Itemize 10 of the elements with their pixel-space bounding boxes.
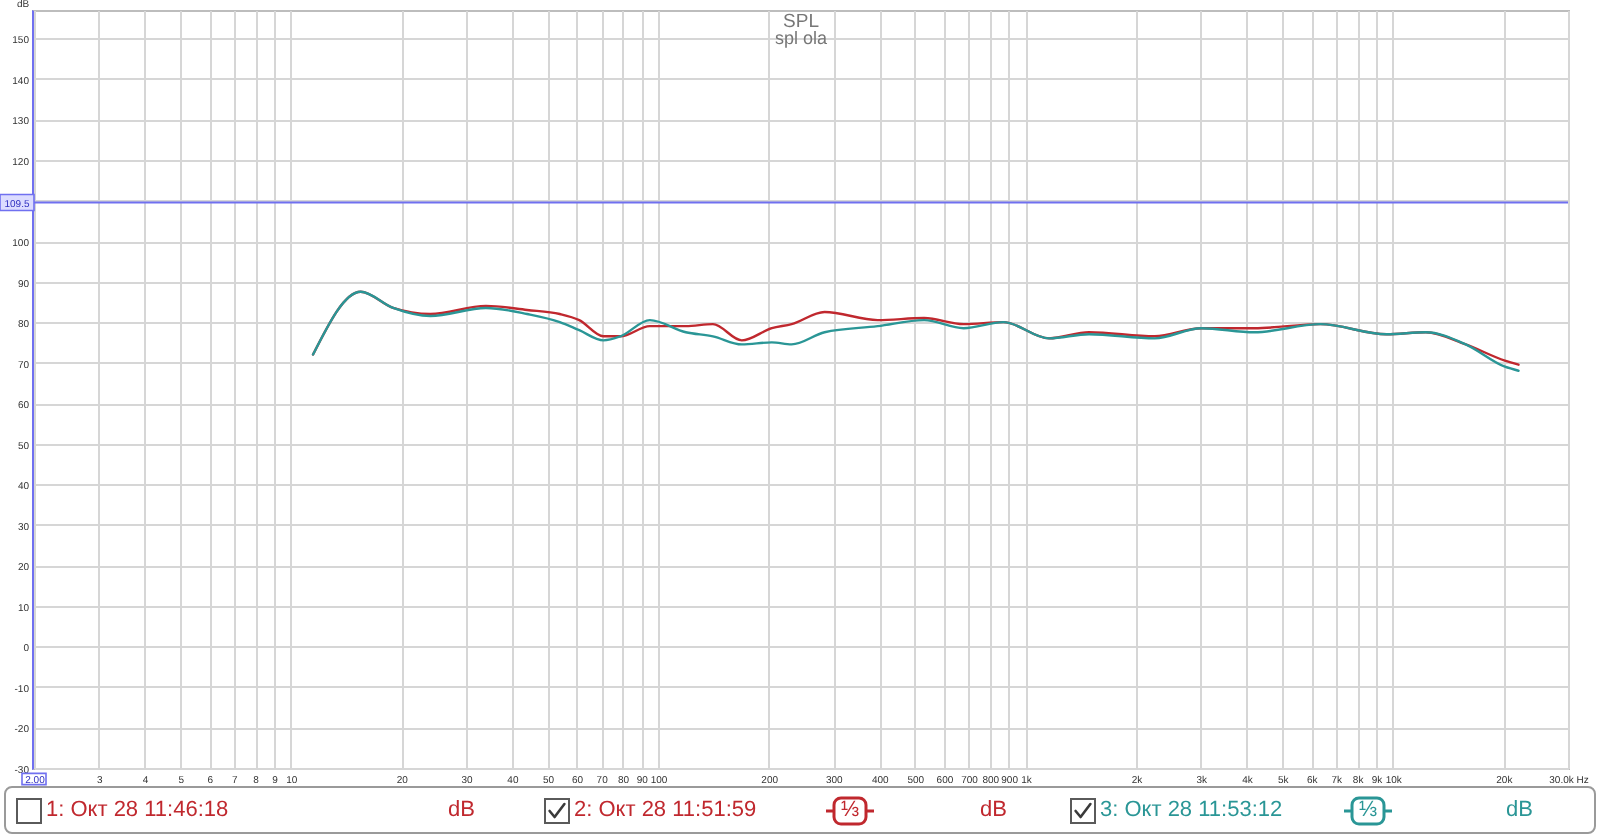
- text: spl ola: [774, 28, 828, 48]
- text: dB: [980, 797, 1007, 823]
- text: 1: Окт 28 11:46:18: [46, 797, 229, 823]
- text: ⅓: [840, 797, 860, 823]
- text: 3: Окт 28 11:53:12: [1100, 797, 1283, 823]
- chart-title: SPL: [783, 11, 819, 33]
- text: 2: Окт 28 11:51:59: [574, 797, 757, 823]
- text: dB: [1506, 797, 1533, 823]
- text: dB: [448, 797, 475, 823]
- text: ⅓: [1358, 797, 1378, 823]
